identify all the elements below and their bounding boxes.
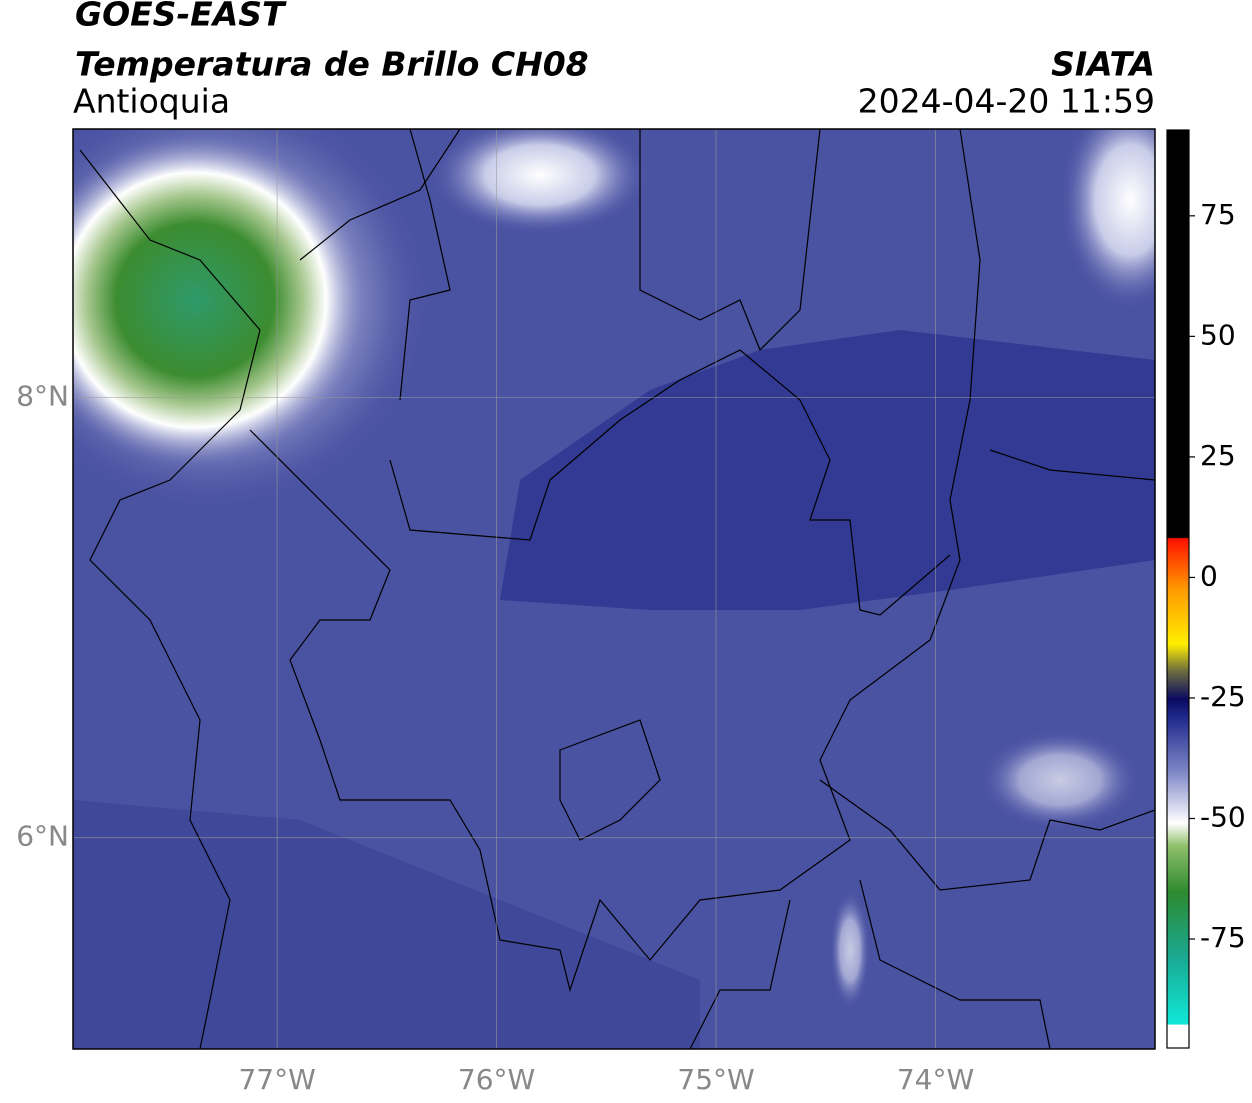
- colorbar-tick-label: 25: [1200, 439, 1236, 472]
- x-tick-label: 76°W: [458, 1063, 535, 1096]
- colorbar: [1166, 129, 1190, 1049]
- y-tick-label: 8°N: [16, 380, 69, 413]
- source: SIATA: [1051, 45, 1155, 84]
- region: Antioquia: [73, 82, 230, 121]
- grid: [73, 129, 1155, 1049]
- map-frame: [72, 128, 1156, 1050]
- x-tick-label: 75°W: [677, 1063, 754, 1096]
- x-tick-label: 74°W: [897, 1063, 974, 1096]
- subtitle: Temperatura de Brillo CH08: [75, 45, 589, 84]
- title: GOES-EAST: [75, 0, 287, 34]
- colorbar-tick-label: 50: [1200, 318, 1236, 351]
- colorbar-tick-label: 75: [1200, 198, 1236, 231]
- colorbar-tick-label: -25: [1200, 680, 1246, 713]
- x-tick-label: 77°W: [238, 1063, 315, 1096]
- datetime: 2024-04-20 11:59: [858, 82, 1155, 121]
- colorbar-tick-label: -75: [1200, 921, 1246, 954]
- colorbar-tick-label: -50: [1200, 801, 1246, 834]
- colorbar-ticks: 75 50 25 0 -25 -50 -75: [1189, 198, 1246, 954]
- satellite-image: [73, 129, 1155, 1049]
- y-tick-label: 6°N: [16, 820, 69, 853]
- colorbar-tick-label: 0: [1200, 559, 1218, 592]
